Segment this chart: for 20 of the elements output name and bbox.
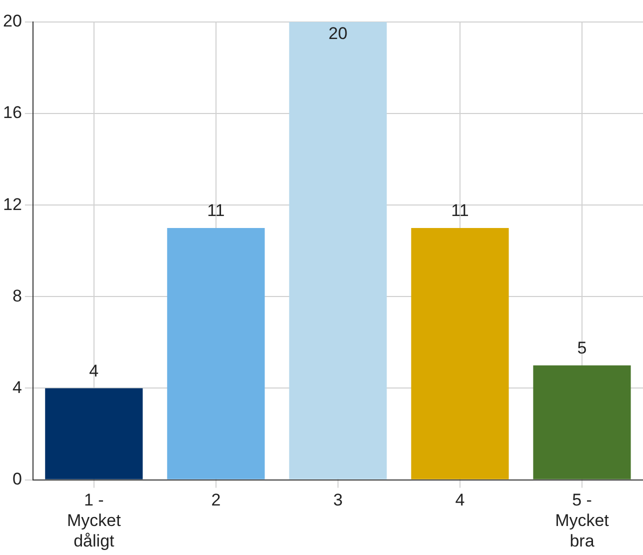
data-label: 11 [207, 201, 225, 220]
bar [411, 228, 509, 480]
y-tick-label: 20 [2, 12, 22, 31]
x-tick-label: 4 [455, 490, 465, 510]
data-label: 4 [89, 361, 99, 380]
bar [167, 228, 265, 480]
x-tick-label: 1 - Mycket dåligt [66, 490, 122, 550]
x-tick-label: 2 [211, 490, 221, 510]
bar [45, 388, 143, 480]
data-label: 20 [328, 24, 348, 44]
bar [533, 365, 631, 480]
y-tick-label: 16 [2, 103, 22, 122]
y-tick-label: 4 [12, 378, 22, 397]
data-label: 5 [577, 338, 587, 358]
x-tick-label: 3 [333, 490, 343, 510]
y-tick-label: 12 [2, 194, 22, 214]
y-tick-label: 8 [12, 286, 22, 306]
x-tick-label: 5 - Mycket bra [555, 490, 610, 550]
data-label: 11 [451, 201, 469, 220]
y-tick-label: 0 [12, 469, 22, 488]
